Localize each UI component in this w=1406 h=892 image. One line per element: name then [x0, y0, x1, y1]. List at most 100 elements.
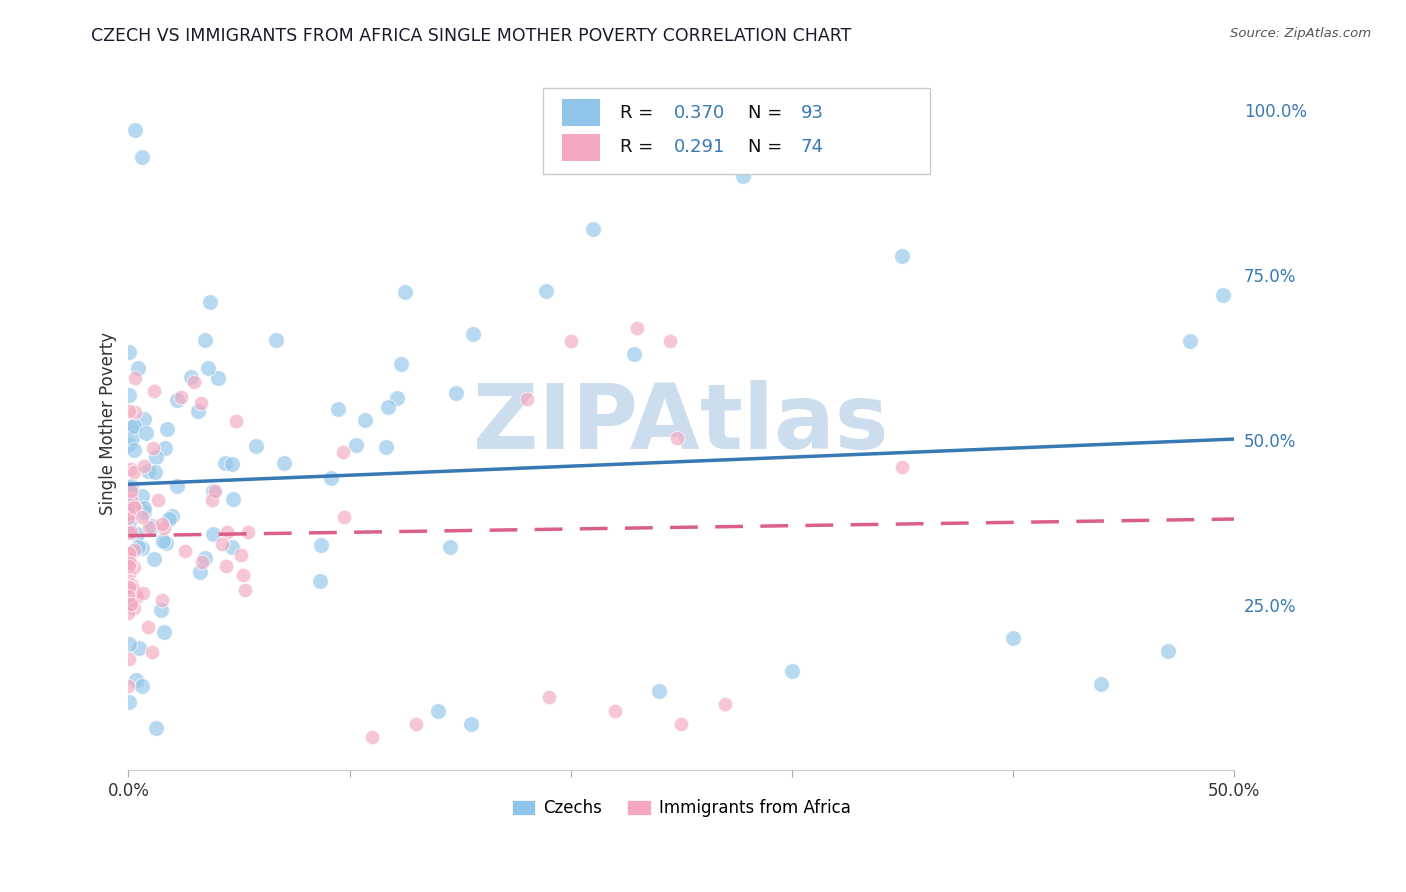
Point	[623, 347, 645, 361]
Point	[405, 716, 427, 731]
Point	[134, 459, 156, 474]
Point	[201, 483, 224, 498]
Point	[221, 457, 243, 471]
Point	[197, 361, 219, 376]
FancyBboxPatch shape	[543, 87, 929, 175]
Text: R =: R =	[620, 138, 659, 156]
Point	[238, 525, 260, 540]
Point	[1090, 677, 1112, 691]
Point	[150, 593, 173, 607]
Point	[603, 704, 626, 718]
Point	[117, 388, 139, 402]
Point	[134, 505, 156, 519]
Point	[122, 443, 145, 458]
Point	[1156, 644, 1178, 658]
Point	[153, 624, 176, 639]
Point	[427, 704, 450, 718]
Point	[387, 391, 409, 405]
Point	[439, 540, 461, 554]
Text: Source: ZipAtlas.com: Source: ZipAtlas.com	[1230, 27, 1371, 40]
Point	[118, 547, 141, 561]
Point	[118, 559, 141, 574]
Point	[714, 697, 737, 711]
Text: N =: N =	[748, 138, 787, 156]
Text: N =: N =	[748, 103, 787, 121]
Point	[155, 536, 177, 550]
Point	[149, 603, 172, 617]
Point	[117, 510, 139, 524]
Point	[377, 401, 399, 415]
Point	[118, 516, 141, 530]
Point	[118, 566, 141, 581]
Text: 93: 93	[800, 103, 824, 121]
Point	[309, 574, 332, 589]
Point	[152, 534, 174, 549]
Point	[120, 524, 142, 539]
Point	[273, 456, 295, 470]
Point	[141, 519, 163, 533]
Point	[225, 413, 247, 427]
Point	[648, 683, 671, 698]
Point	[211, 536, 233, 550]
Point	[360, 730, 382, 744]
Point	[143, 384, 166, 399]
Point	[332, 510, 354, 524]
Point	[183, 375, 205, 389]
Point	[120, 420, 142, 434]
Point	[332, 445, 354, 459]
Point	[117, 496, 139, 510]
Point	[117, 525, 139, 540]
Point	[124, 405, 146, 419]
Point	[138, 520, 160, 534]
Point	[180, 370, 202, 384]
Point	[174, 544, 197, 558]
Point	[264, 334, 287, 348]
Point	[166, 479, 188, 493]
Point	[117, 500, 139, 515]
Text: R =: R =	[620, 103, 659, 121]
Point	[124, 123, 146, 137]
Text: 74: 74	[800, 138, 824, 156]
Text: 0.291: 0.291	[673, 138, 725, 156]
Point	[118, 652, 141, 666]
Point	[536, 285, 558, 299]
Point	[142, 552, 165, 566]
Point	[780, 664, 803, 678]
Point	[121, 591, 143, 606]
Point	[156, 422, 179, 436]
Point	[245, 439, 267, 453]
Point	[170, 390, 193, 404]
Point	[121, 431, 143, 445]
Point	[127, 361, 149, 376]
Point	[560, 334, 582, 349]
Point	[191, 555, 214, 569]
Point	[120, 479, 142, 493]
Point	[1178, 334, 1201, 349]
Point	[120, 491, 142, 506]
Point	[166, 393, 188, 408]
Point	[198, 295, 221, 310]
Text: CZECH VS IMMIGRANTS FROM AFRICA SINGLE MOTHER POVERTY CORRELATION CHART: CZECH VS IMMIGRANTS FROM AFRICA SINGLE M…	[91, 27, 852, 45]
Point	[148, 493, 170, 508]
Point	[200, 493, 222, 508]
Point	[142, 441, 165, 455]
Point	[891, 459, 914, 474]
Point	[124, 586, 146, 600]
Point	[537, 690, 560, 705]
Point	[122, 600, 145, 615]
Point	[394, 285, 416, 299]
Point	[204, 483, 226, 498]
Point	[124, 370, 146, 384]
Point	[669, 716, 692, 731]
Point	[141, 645, 163, 659]
Point	[444, 386, 467, 401]
Point	[233, 583, 256, 598]
Point	[215, 524, 238, 539]
FancyBboxPatch shape	[562, 134, 600, 161]
Point	[132, 500, 155, 515]
Point	[117, 557, 139, 571]
Point	[222, 491, 245, 506]
Point	[124, 501, 146, 516]
Point	[516, 392, 538, 407]
Point	[326, 401, 349, 416]
